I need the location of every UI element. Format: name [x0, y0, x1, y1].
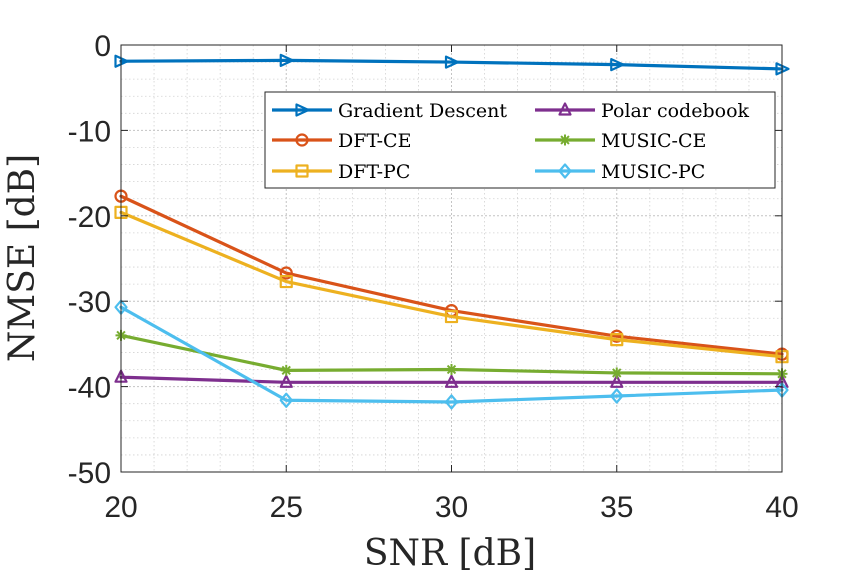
- y-tick-label: -40: [68, 372, 111, 405]
- data-point-marker: [444, 55, 460, 69]
- data-point-marker: [558, 102, 572, 116]
- series-line-dft-pc: [119, 210, 784, 359]
- data-point-marker: [295, 133, 309, 147]
- x-axis-title: SNR [dB]: [364, 533, 536, 574]
- y-tick-labels: 0 -10 -20 -30 -40 -50: [68, 30, 111, 490]
- legend-label: Polar codebook: [601, 100, 750, 122]
- data-point-marker: [279, 53, 294, 67]
- x-tick-label: 35: [600, 491, 633, 524]
- legend-entry-music-pc: MUSIC-PC: [535, 161, 705, 183]
- legend-label: DFT-CE: [338, 130, 411, 152]
- x-tick-label: 25: [270, 491, 303, 524]
- legend-label: Gradient Descent: [338, 100, 507, 122]
- data-point-marker: [558, 163, 572, 179]
- y-axis-title: NMSE [dB]: [2, 154, 43, 362]
- series-line-polar-codebook: [119, 375, 784, 384]
- data-point-marker: [279, 274, 293, 289]
- y-tick-label: -50: [68, 457, 111, 490]
- legend-box: [264, 91, 776, 189]
- legend-label: MUSIC-PC: [601, 161, 705, 183]
- series-gradient-descent: [114, 53, 790, 76]
- data-point-marker: [446, 364, 457, 375]
- series-line-music-pc: [119, 305, 784, 404]
- data-point-marker: [610, 58, 625, 72]
- data-point-marker: [279, 374, 293, 388]
- x-tick-label: 20: [104, 491, 137, 524]
- legend: Gradient Descent DFT-CE DFT-PC Polar codebo…: [264, 91, 776, 189]
- data-point-marker: [610, 333, 624, 347]
- x-tick-label: 30: [435, 491, 468, 524]
- data-point-marker: [612, 368, 622, 378]
- legend-label: DFT-PC: [338, 161, 410, 183]
- y-tick-label: -20: [68, 201, 111, 234]
- data-point-marker: [560, 135, 570, 145]
- data-point-marker: [279, 392, 293, 408]
- y-tick-label: -10: [68, 115, 111, 148]
- legend-entry-gradient-descent: Gradient Descent: [272, 100, 507, 122]
- x-tick-label: 40: [765, 491, 798, 524]
- data-point-marker: [295, 164, 309, 178]
- data-point-marker: [610, 374, 624, 388]
- y-tick-label: -30: [68, 286, 111, 319]
- legend-label: MUSIC-CE: [601, 130, 706, 152]
- data-point-marker: [295, 103, 310, 117]
- legend-entry-dft-ce: DFT-CE: [272, 130, 411, 152]
- data-point-marker: [281, 365, 291, 376]
- legend-entry-polar-codebook: Polar codebook: [535, 100, 750, 122]
- data-point-marker: [444, 374, 459, 388]
- data-point-marker: [444, 394, 459, 410]
- tick-marks: [120, 44, 783, 473]
- data-point-marker: [444, 309, 459, 324]
- legend-entry-music-ce: MUSIC-CE: [535, 130, 706, 152]
- data-point-marker: [610, 388, 624, 404]
- x-tick-labels: 20 25 30 35 40: [104, 491, 798, 524]
- legend-entry-dft-pc: DFT-PC: [272, 161, 410, 183]
- data-point-marker: [279, 266, 293, 280]
- y-tick-label: 0: [94, 30, 111, 63]
- major-grid: [121, 45, 782, 472]
- series-line-gradient-descent: [119, 58, 784, 71]
